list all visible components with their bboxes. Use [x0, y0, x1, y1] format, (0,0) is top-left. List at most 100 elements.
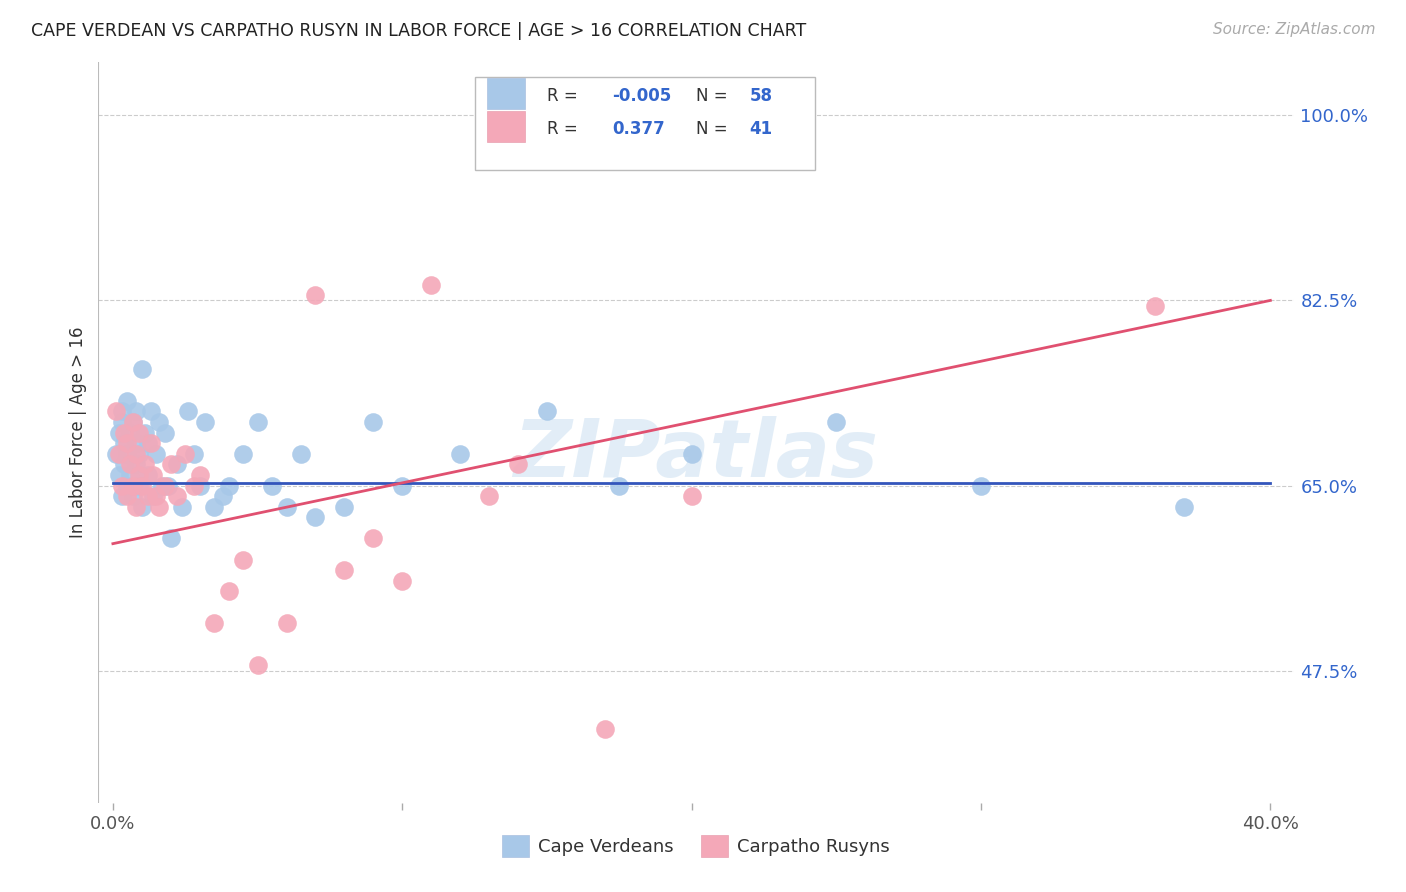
- Point: [304, 510, 326, 524]
- Point: [122, 478, 145, 492]
- Point: [125, 436, 148, 450]
- Text: 0.377: 0.377: [613, 120, 665, 138]
- Y-axis label: In Labor Force | Age > 16: In Labor Force | Age > 16: [69, 326, 87, 539]
- Point: [120, 467, 142, 482]
- Point: [145, 447, 167, 461]
- Point: [188, 478, 211, 492]
- Point: [148, 500, 170, 514]
- Point: [363, 532, 385, 546]
- Point: [110, 415, 132, 429]
- Point: [148, 415, 170, 429]
- Point: [131, 362, 153, 376]
- Point: [593, 722, 616, 736]
- Point: [166, 458, 188, 472]
- Point: [125, 500, 148, 514]
- Point: [122, 415, 145, 429]
- Point: [177, 404, 200, 418]
- Point: [391, 478, 413, 492]
- Point: [363, 415, 385, 429]
- Point: [142, 467, 165, 482]
- Legend: Cape Verdeans, Carpatho Rusyns: Cape Verdeans, Carpatho Rusyns: [495, 828, 897, 864]
- Point: [188, 467, 211, 482]
- Point: [122, 489, 145, 503]
- Point: [153, 425, 176, 440]
- Point: [139, 404, 162, 418]
- Point: [128, 478, 150, 492]
- FancyBboxPatch shape: [486, 78, 524, 109]
- Point: [153, 478, 176, 492]
- Point: [114, 436, 136, 450]
- Text: Source: ZipAtlas.com: Source: ZipAtlas.com: [1212, 22, 1375, 37]
- Point: [536, 404, 558, 418]
- Point: [156, 478, 179, 492]
- Point: [110, 489, 132, 503]
- Text: CAPE VERDEAN VS CARPATHO RUSYN IN LABOR FORCE | AGE > 16 CORRELATION CHART: CAPE VERDEAN VS CARPATHO RUSYN IN LABOR …: [31, 22, 806, 40]
- Point: [117, 478, 139, 492]
- Point: [825, 415, 848, 429]
- Point: [107, 467, 129, 482]
- Point: [681, 489, 703, 503]
- Point: [1143, 299, 1166, 313]
- Point: [202, 500, 225, 514]
- Point: [211, 489, 233, 503]
- Point: [114, 458, 136, 472]
- Point: [136, 436, 159, 450]
- Point: [159, 458, 181, 472]
- Point: [681, 447, 703, 461]
- FancyBboxPatch shape: [475, 78, 815, 169]
- Point: [194, 415, 217, 429]
- Point: [117, 447, 139, 461]
- Point: [150, 478, 173, 492]
- Point: [114, 425, 136, 440]
- Point: [131, 500, 153, 514]
- Point: [218, 584, 240, 599]
- Point: [420, 277, 443, 292]
- Text: ZIPatlas: ZIPatlas: [513, 416, 879, 494]
- Point: [120, 425, 142, 440]
- Point: [607, 478, 630, 492]
- Point: [304, 288, 326, 302]
- Point: [110, 478, 132, 492]
- Point: [104, 404, 127, 418]
- Point: [131, 478, 153, 492]
- Point: [183, 447, 205, 461]
- Point: [333, 500, 356, 514]
- Point: [117, 489, 139, 503]
- Point: [145, 489, 167, 503]
- Point: [120, 458, 142, 472]
- Point: [260, 478, 283, 492]
- Text: N =: N =: [696, 120, 733, 138]
- Point: [107, 425, 129, 440]
- Text: R =: R =: [547, 87, 582, 105]
- Point: [107, 447, 129, 461]
- Point: [246, 415, 269, 429]
- Point: [117, 393, 139, 408]
- Point: [232, 447, 254, 461]
- Text: -0.005: -0.005: [613, 87, 672, 105]
- Point: [449, 447, 471, 461]
- Point: [136, 467, 159, 482]
- Point: [125, 404, 148, 418]
- Point: [134, 425, 156, 440]
- Point: [174, 447, 197, 461]
- Point: [1173, 500, 1195, 514]
- Point: [125, 447, 148, 461]
- Text: 41: 41: [749, 120, 773, 138]
- Point: [159, 532, 181, 546]
- Point: [136, 489, 159, 503]
- Point: [110, 404, 132, 418]
- Point: [134, 458, 156, 472]
- Point: [506, 458, 529, 472]
- Point: [142, 489, 165, 503]
- Point: [128, 447, 150, 461]
- Text: N =: N =: [696, 87, 733, 105]
- Point: [202, 615, 225, 630]
- Point: [218, 478, 240, 492]
- FancyBboxPatch shape: [486, 111, 524, 142]
- Point: [290, 447, 312, 461]
- Point: [128, 467, 150, 482]
- Point: [333, 563, 356, 577]
- Point: [276, 500, 298, 514]
- Point: [117, 436, 139, 450]
- Text: 58: 58: [749, 87, 773, 105]
